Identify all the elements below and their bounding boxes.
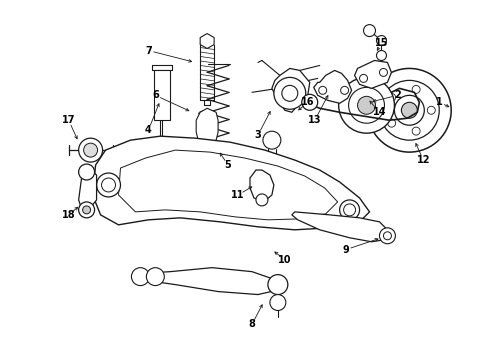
Text: 2: 2 — [394, 90, 401, 100]
Polygon shape — [355, 60, 392, 88]
Circle shape — [318, 86, 327, 94]
Circle shape — [256, 194, 268, 206]
Circle shape — [379, 228, 395, 244]
Polygon shape — [119, 150, 338, 220]
Circle shape — [268, 275, 288, 294]
Circle shape — [364, 24, 375, 37]
Polygon shape — [314, 71, 352, 103]
Circle shape — [263, 131, 281, 149]
Text: 15: 15 — [375, 37, 388, 48]
Circle shape — [384, 232, 392, 240]
Circle shape — [360, 75, 368, 82]
Polygon shape — [93, 136, 369, 230]
Circle shape — [379, 80, 439, 140]
Text: 3: 3 — [255, 130, 261, 140]
Text: 12: 12 — [416, 155, 430, 165]
Circle shape — [388, 119, 395, 127]
Circle shape — [78, 164, 95, 180]
Text: 8: 8 — [248, 319, 255, 329]
Circle shape — [348, 87, 385, 123]
Text: 13: 13 — [308, 115, 321, 125]
Circle shape — [157, 154, 165, 162]
Circle shape — [343, 204, 356, 216]
Polygon shape — [196, 108, 218, 144]
Circle shape — [83, 206, 91, 214]
Circle shape — [368, 68, 451, 152]
Text: 16: 16 — [301, 97, 315, 107]
Circle shape — [84, 143, 98, 157]
Text: 4: 4 — [145, 125, 152, 135]
Circle shape — [376, 36, 387, 45]
Polygon shape — [132, 268, 280, 294]
Circle shape — [358, 96, 375, 114]
Text: 14: 14 — [373, 107, 386, 117]
Circle shape — [274, 77, 306, 109]
Text: 10: 10 — [278, 255, 292, 265]
Text: 17: 17 — [62, 115, 75, 125]
Polygon shape — [200, 33, 214, 49]
Circle shape — [340, 200, 360, 220]
Circle shape — [379, 68, 388, 76]
Polygon shape — [292, 212, 390, 242]
Text: 6: 6 — [152, 90, 159, 100]
Circle shape — [412, 85, 420, 93]
Polygon shape — [250, 170, 274, 202]
Circle shape — [339, 77, 394, 133]
Circle shape — [101, 178, 116, 192]
Circle shape — [97, 173, 121, 197]
Circle shape — [131, 268, 149, 285]
Circle shape — [282, 85, 298, 101]
Text: 18: 18 — [62, 210, 75, 220]
Circle shape — [427, 106, 435, 114]
Circle shape — [270, 294, 286, 310]
Polygon shape — [154, 71, 171, 120]
Circle shape — [78, 138, 102, 162]
Circle shape — [341, 86, 348, 94]
Circle shape — [376, 50, 387, 60]
Circle shape — [153, 150, 169, 166]
Circle shape — [78, 202, 95, 218]
Circle shape — [388, 93, 395, 102]
Text: 5: 5 — [225, 160, 231, 170]
Text: 9: 9 — [342, 245, 349, 255]
Text: 1: 1 — [436, 97, 442, 107]
Circle shape — [394, 95, 424, 125]
Circle shape — [401, 102, 417, 118]
Polygon shape — [272, 68, 310, 112]
Text: 11: 11 — [231, 190, 245, 200]
Circle shape — [147, 268, 164, 285]
Circle shape — [412, 127, 420, 135]
Polygon shape — [78, 168, 97, 212]
Circle shape — [302, 94, 318, 110]
Text: 7: 7 — [145, 45, 152, 55]
